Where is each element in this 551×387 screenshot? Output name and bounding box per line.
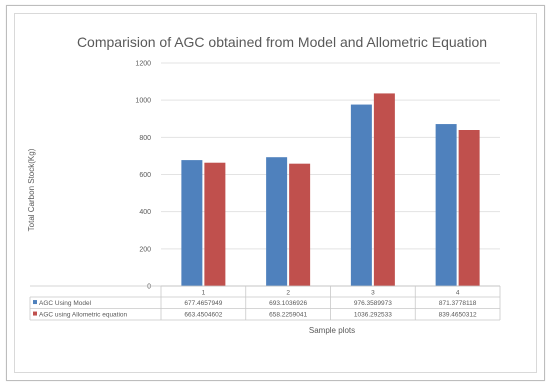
data-label: 871.3778118 (439, 300, 477, 307)
bar-allometric-3 (373, 93, 395, 286)
x-axis-label: Sample plots (309, 326, 355, 335)
data-label: 1036.292533 (354, 312, 392, 319)
x-tick-label: 3 (371, 290, 375, 297)
y-tick-label: 200 (139, 246, 151, 253)
data-label: 839.4650312 (439, 312, 477, 319)
bars (181, 93, 480, 286)
legend-label-model: AGC Using Model (39, 300, 92, 307)
y-axis-label: Total Carbon Stock(Kg) (27, 148, 36, 231)
legend-label-allometric: AGC using Allometric equation (39, 312, 128, 319)
legend-swatch-model (33, 300, 37, 305)
data-label: 976.3589973 (354, 300, 392, 307)
x-tick-label: 4 (456, 290, 460, 297)
y-tick-label: 1200 (135, 61, 151, 68)
bar-model-2 (266, 157, 288, 286)
data-label: 677.4657949 (184, 300, 222, 307)
y-tick-label: 400 (139, 209, 151, 216)
y-tick-label: 1000 (135, 98, 151, 105)
data-label: 663.4504602 (184, 312, 222, 319)
chart-title: Comparision of AGC obtained from Model a… (77, 34, 487, 50)
x-tick-label: 1 (202, 290, 206, 297)
bar-model-3 (350, 104, 372, 286)
data-label: 658.2259041 (269, 312, 307, 319)
bar-model-1 (181, 160, 203, 286)
y-tick-label: 600 (139, 172, 151, 179)
data-label: 693.1036926 (269, 300, 307, 307)
y-axis-ticks: 0 200 400 600 800 1000 1200 (135, 61, 151, 291)
data-table: 1 2 3 4 AGC Using Model 677.4657949 693.103692… (29, 285, 501, 321)
bar-allometric-4 (458, 129, 480, 286)
y-tick-label: 0 (147, 284, 151, 291)
y-tick-label: 800 (139, 135, 151, 142)
bar-allometric-2 (289, 163, 311, 286)
x-tick-label: 2 (286, 290, 290, 297)
bar-allometric-1 (204, 162, 226, 286)
legend-swatch-allometric (33, 311, 37, 316)
bar-model-4 (435, 124, 457, 286)
